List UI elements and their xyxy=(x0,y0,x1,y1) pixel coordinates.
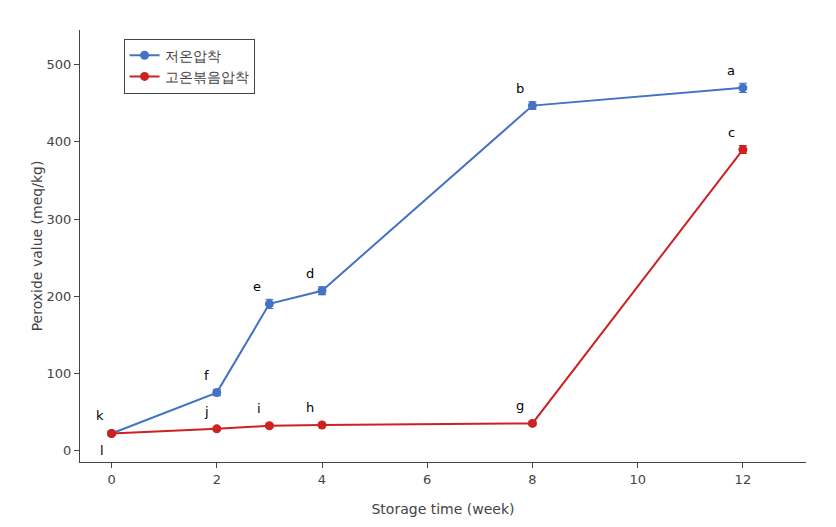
svg-text:Peroxide value (meq/kg): Peroxide value (meq/kg) xyxy=(29,161,45,332)
svg-text:j: j xyxy=(204,404,209,419)
svg-text:0: 0 xyxy=(107,472,115,487)
svg-text:a: a xyxy=(727,63,735,78)
svg-text:8: 8 xyxy=(528,472,536,487)
svg-text:200: 200 xyxy=(47,289,72,304)
svg-text:6: 6 xyxy=(423,472,431,487)
svg-text:10: 10 xyxy=(629,472,646,487)
svg-text:12: 12 xyxy=(735,472,752,487)
svg-text:g: g xyxy=(516,398,524,413)
svg-text:2: 2 xyxy=(213,472,221,487)
svg-text:e: e xyxy=(253,279,261,294)
svg-text:i: i xyxy=(257,401,261,416)
svg-text:고온볶음압착: 고온볶음압착 xyxy=(165,69,249,85)
svg-text:400: 400 xyxy=(47,134,72,149)
svg-text:f: f xyxy=(204,368,209,383)
svg-text:d: d xyxy=(306,266,314,281)
svg-text:b: b xyxy=(516,81,524,96)
svg-text:c: c xyxy=(728,125,735,140)
svg-text:500: 500 xyxy=(47,57,72,72)
svg-text:l: l xyxy=(100,443,104,458)
svg-text:0: 0 xyxy=(63,443,71,458)
svg-text:h: h xyxy=(306,400,314,415)
svg-text:저온압착: 저온압착 xyxy=(165,48,221,64)
svg-text:4: 4 xyxy=(318,472,326,487)
svg-text:100: 100 xyxy=(47,366,72,381)
svg-text:k: k xyxy=(96,408,104,423)
svg-text:300: 300 xyxy=(47,212,72,227)
svg-text:Storage time (week): Storage time (week) xyxy=(371,501,514,517)
